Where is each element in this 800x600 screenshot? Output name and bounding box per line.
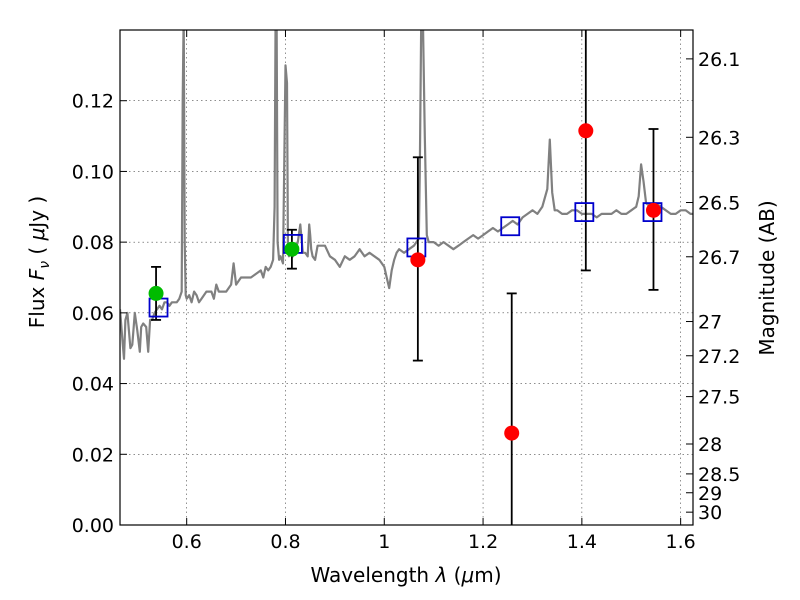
y-right-tick-label: 26.5 bbox=[698, 193, 740, 215]
x-tick-label: 1.2 bbox=[468, 531, 498, 553]
y-tick-label: 0.02 bbox=[72, 444, 114, 466]
y-right-tick-label: 27.2 bbox=[698, 346, 740, 368]
y-axis-label: Flux Fν ( μJy ) bbox=[25, 196, 53, 328]
y-right-tick-label: 27.5 bbox=[698, 387, 740, 409]
y-axis-right-label: Magnitude (AB) bbox=[755, 200, 779, 355]
y-right-tick-label: 29 bbox=[698, 483, 722, 505]
observed-point-optical bbox=[284, 241, 300, 257]
y-right-tick-label: 27 bbox=[698, 312, 722, 334]
observed-point-optical bbox=[148, 285, 164, 301]
data-layer bbox=[120, 30, 693, 360]
x-tick-label: 1 bbox=[378, 531, 390, 553]
y-right-tick-label: 26.3 bbox=[698, 127, 740, 149]
y-right-tick-label: 26.1 bbox=[698, 49, 740, 71]
y-tick-label: 0.04 bbox=[72, 374, 114, 396]
y-tick-label: 0.12 bbox=[72, 91, 114, 113]
observed-point-nir bbox=[645, 202, 661, 218]
y-right-tick-label: 30 bbox=[698, 502, 722, 524]
errorbars bbox=[151, 30, 659, 525]
grid bbox=[120, 30, 693, 525]
y-right-tick-label: 28.5 bbox=[698, 464, 740, 486]
y-right-tick-label: 26.7 bbox=[698, 247, 740, 269]
y-right-tick-label: 28 bbox=[698, 434, 722, 456]
axis-ticks: 0.6 0.8 1 1.2 1.4 1.6 0.00 0.02 0.04 0.06 0.08 0.10… bbox=[72, 30, 740, 553]
y-tick-label: 0.10 bbox=[72, 161, 114, 183]
x-tick-label: 1.6 bbox=[666, 531, 696, 553]
y-tick-label: 0.08 bbox=[72, 232, 114, 254]
y-tick-label: 0.00 bbox=[72, 515, 114, 537]
model-photometry-square bbox=[574, 202, 595, 222]
observed-point-nir bbox=[504, 425, 520, 441]
x-tick-label: 0.8 bbox=[270, 531, 300, 553]
x-axis-label: Wavelength λ (μm) bbox=[310, 563, 501, 587]
x-tick-label: 1.4 bbox=[567, 531, 597, 553]
model-photometry-square bbox=[500, 216, 521, 237]
x-tick-label: 0.6 bbox=[172, 531, 202, 553]
model-spectrum-line bbox=[120, 30, 693, 360]
observed-point-nir bbox=[578, 123, 594, 139]
markers bbox=[148, 123, 663, 441]
y-tick-label: 0.06 bbox=[72, 303, 114, 325]
plot-frame bbox=[119, 29, 694, 526]
observed-point-nir bbox=[410, 252, 426, 268]
